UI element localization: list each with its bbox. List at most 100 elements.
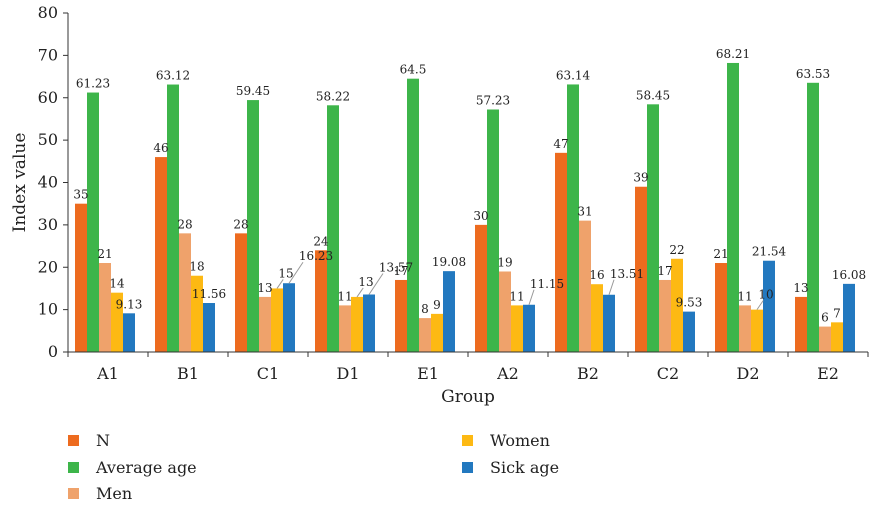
bar-n [235,233,247,352]
data-label: 30 [473,209,488,223]
bar-sick-age [843,283,855,352]
data-label: 13.51 [610,267,644,281]
bar-women [111,292,123,352]
data-label: 7 [833,306,841,320]
data-label: 21 [97,247,112,261]
data-label: 58.22 [316,89,350,103]
bar-sick-age [203,303,215,352]
data-label: 13 [358,275,373,289]
bar-average-age [167,84,179,353]
bar-women [751,309,763,352]
x-tick-label: B2 [577,364,599,383]
bar-average-age [647,104,659,353]
data-label: 39 [633,171,648,185]
bar-women [351,296,363,352]
y-tick-label: 30 [38,215,58,234]
data-label: 68.21 [716,47,750,61]
x-tick-label: D1 [336,364,359,383]
data-label: 24 [313,234,329,248]
data-label: 9.53 [676,296,703,310]
data-label-leader [756,300,764,310]
legend-label: Women [490,431,550,450]
data-label: 15 [278,266,293,280]
data-label: 16.08 [832,268,866,282]
data-label: 21.54 [752,245,787,259]
bar-men [419,318,431,352]
data-labels-layer: 35 61.23 21 14 9.13 46 63.12 28 18 11.56 28 59.45 13… [73,47,866,325]
bar-n [635,186,647,352]
data-label-leader [276,279,284,289]
data-label: 63.12 [156,69,190,83]
x-tick-label: C2 [657,364,679,383]
legend-swatch [462,435,473,446]
bar-women [511,305,523,352]
y-axis-title: Index value [10,133,30,233]
bar-men [259,296,271,352]
legend-label: N [96,431,110,450]
bar-n [715,263,727,352]
data-label: 17 [657,264,672,278]
data-label: 16.23 [299,249,333,263]
data-label: 14 [109,277,125,291]
bar-sick-age [763,260,775,352]
y-tick-label: 80 [38,3,58,22]
legend-label: Sick age [490,458,559,477]
data-label-leader [368,273,384,295]
bar-women [271,288,283,352]
y-tick-label: 70 [38,45,58,64]
legend-swatch [68,435,79,446]
bar-average-age [87,92,99,352]
bar-men [339,305,351,352]
data-label-leader [356,287,364,298]
bar-women [191,275,203,352]
data-label: 58.45 [636,88,670,102]
bar-average-age [567,84,579,353]
data-label: 16 [589,268,604,282]
legend-swatch [462,462,473,473]
data-label: 9 [433,298,441,312]
x-axis-title: Group [441,387,495,407]
data-label: 47 [553,137,568,151]
data-label: 11 [509,289,524,303]
data-label: 21 [713,247,728,261]
data-label: 9.13 [116,297,143,311]
x-tick-label: B1 [177,364,199,383]
bar-average-age [327,105,339,352]
bar-men [659,279,671,352]
data-label: 18 [189,260,204,274]
data-label: 19 [497,255,512,269]
data-label: 8 [421,302,429,316]
data-label: 31 [577,205,592,219]
x-tick-label: E2 [817,364,839,383]
data-label: 28 [177,217,192,231]
bar-men [739,305,751,352]
y-ticks-layer: 0 10 20 30 40 50 60 70 80 [38,3,68,361]
bar-n [555,152,567,352]
bar-average-age [807,82,819,352]
data-label-leader [288,261,304,284]
legend-label: Men [96,484,132,503]
bar-sick-age [123,313,135,352]
data-label: 35 [73,188,88,202]
bar-men [499,271,511,352]
bar-sick-age [683,311,695,352]
x-tick-label: C1 [257,364,279,383]
data-label: 11.56 [192,287,226,301]
bar-women [591,284,603,352]
data-label: 22 [669,243,684,257]
data-label: 13 [793,281,808,295]
data-label: 11 [337,289,352,303]
bar-n [795,296,807,352]
data-label: 13.57 [379,260,413,274]
data-label: 63.14 [556,68,591,82]
bar-sick-age [603,294,615,352]
legend-swatch [68,488,79,499]
y-tick-label: 0 [48,342,58,361]
bar-sick-age [443,271,455,352]
data-label: 13 [257,281,272,295]
bar-average-age [727,62,739,353]
bar-women [431,313,443,352]
data-label-leader [528,289,535,305]
data-label-leader [608,279,615,295]
